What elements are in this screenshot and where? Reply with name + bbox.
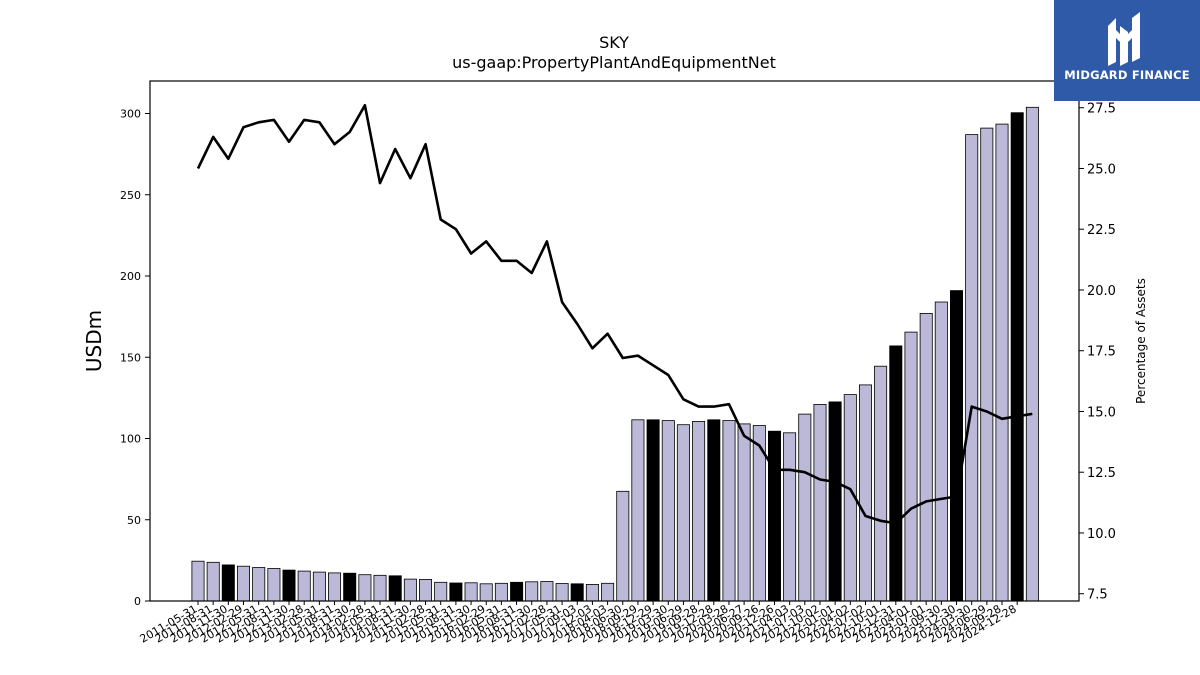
- bar: [646, 419, 660, 602]
- bar: [934, 301, 948, 602]
- bar: [722, 420, 736, 602]
- bar: [585, 584, 599, 602]
- bar: [616, 490, 630, 602]
- bar: [919, 312, 933, 602]
- bar: [297, 570, 311, 602]
- bar: [418, 579, 432, 602]
- bar: [737, 423, 751, 602]
- bar: [206, 561, 220, 602]
- bar: [692, 420, 706, 602]
- bar: [358, 574, 372, 602]
- y-tick-label: 200: [120, 270, 141, 283]
- bar: [510, 581, 524, 602]
- y-tick-label: 100: [120, 433, 141, 446]
- bar: [343, 572, 357, 602]
- y2-tick-label: 7.5: [1087, 588, 1108, 603]
- y-tick-label: 300: [120, 108, 141, 121]
- bar: [327, 572, 341, 602]
- bar: [1010, 112, 1024, 602]
- bar: [798, 413, 812, 602]
- y2-tick-label: 25.0: [1087, 162, 1116, 177]
- bar: [768, 430, 782, 602]
- bar: [464, 582, 478, 602]
- bar: [889, 345, 903, 602]
- bar: [859, 384, 873, 602]
- bar: [661, 420, 675, 602]
- bar: [965, 134, 979, 602]
- bar: [950, 290, 964, 602]
- bar: [479, 583, 493, 602]
- y-tick-label: 250: [120, 189, 141, 202]
- bar: [631, 419, 645, 602]
- brand-name: MIDGARD FINANCE: [1064, 68, 1190, 82]
- bar: [1025, 106, 1039, 602]
- bar: [813, 403, 827, 602]
- y2-tick-label: 15.0: [1087, 405, 1116, 420]
- bar: [904, 331, 918, 602]
- y2-tick-label: 22.5: [1087, 223, 1116, 238]
- y2-tick-label: 17.5: [1087, 345, 1116, 360]
- y2-tick-label: 20.0: [1087, 284, 1116, 299]
- y-tick-label: 0: [134, 595, 141, 608]
- bar: [676, 424, 690, 602]
- y-tick-label: 50: [127, 514, 141, 527]
- bar: [707, 419, 721, 602]
- bar: [312, 571, 326, 602]
- chart-subtitle: us-gaap:PropertyPlantAndEquipmentNet: [452, 53, 776, 72]
- bar: [828, 401, 842, 602]
- bar: [570, 583, 584, 602]
- bar: [434, 581, 448, 602]
- bar: [995, 123, 1009, 602]
- bar: [282, 569, 296, 602]
- brand-logo-box: MIDGARD FINANCE: [1054, 0, 1200, 101]
- y2-tick-label: 12.5: [1087, 466, 1116, 481]
- bar: [494, 582, 508, 602]
- bar: [449, 582, 463, 602]
- bar: [191, 560, 205, 602]
- y2-tick-label: 10.0: [1087, 527, 1116, 542]
- bar: [525, 581, 539, 602]
- brand-mark-icon: [1108, 12, 1140, 66]
- y2-tick-label: 27.5: [1087, 102, 1116, 117]
- bar: [388, 575, 402, 602]
- bar: [555, 583, 569, 602]
- bar: [874, 365, 888, 602]
- bar: [236, 565, 250, 602]
- bar: [783, 432, 797, 602]
- bar: [601, 582, 615, 602]
- y-axis-label: USDm: [82, 310, 106, 372]
- bar: [252, 567, 266, 602]
- y2-axis-label: Percentage of Assets: [1134, 278, 1148, 404]
- bar: [221, 564, 235, 602]
- chart-title: SKY: [599, 33, 629, 52]
- bar: [540, 581, 554, 602]
- bar: [980, 127, 994, 602]
- plot-frame: [149, 80, 1080, 602]
- y-tick-label: 150: [120, 351, 141, 364]
- bar: [403, 578, 417, 602]
- bar: [267, 568, 281, 602]
- bar: [373, 574, 387, 602]
- pct-assets-line: [196, 104, 1033, 525]
